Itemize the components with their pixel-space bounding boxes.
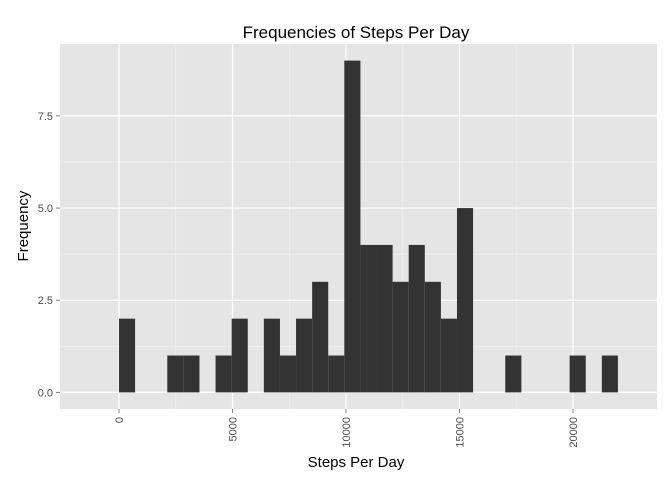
y-axis-title: Frequency	[15, 190, 32, 261]
histogram-bar	[215, 355, 232, 393]
y-tick-label: 0.0	[38, 387, 53, 399]
histogram-bar	[328, 355, 345, 393]
histogram-bar	[456, 208, 474, 393]
y-tick-label: 7.5	[38, 111, 53, 123]
histogram-bar	[119, 318, 136, 393]
histogram-bar	[263, 318, 280, 393]
histogram-bar	[296, 318, 313, 393]
histogram-bar	[408, 244, 425, 393]
x-tick-label: 10000	[341, 417, 353, 448]
histogram-bar	[376, 244, 393, 393]
histogram-bar	[392, 281, 409, 393]
x-tick-label: 5000	[228, 417, 240, 441]
x-axis-title: Steps Per Day	[308, 454, 405, 471]
x-tick-label: 0	[114, 417, 126, 423]
histogram-bar	[440, 318, 457, 393]
x-tick-label: 20000	[568, 417, 580, 448]
histogram-bar	[360, 244, 377, 393]
histogram-bar	[569, 355, 586, 393]
histogram-bar	[231, 318, 248, 393]
histogram-bars	[119, 60, 618, 393]
y-tick-label: 2.5	[38, 295, 53, 307]
x-tick-label: 15000	[455, 417, 467, 448]
histogram-bar	[312, 281, 329, 393]
histogram-bar	[505, 355, 522, 393]
histogram-bar	[344, 60, 361, 393]
histogram-bar	[279, 355, 297, 393]
chart-title: Frequencies of Steps Per Day	[243, 23, 470, 42]
histogram-bar	[183, 355, 200, 393]
histogram-bar	[167, 355, 184, 393]
x-axis: 0 5000 10000 15000 20000	[114, 409, 580, 448]
y-axis: 0.0 2.5 5.0 7.5	[38, 111, 60, 399]
histogram-bar	[601, 355, 618, 393]
histogram-bar	[424, 281, 441, 393]
y-tick-label: 5.0	[38, 203, 53, 215]
